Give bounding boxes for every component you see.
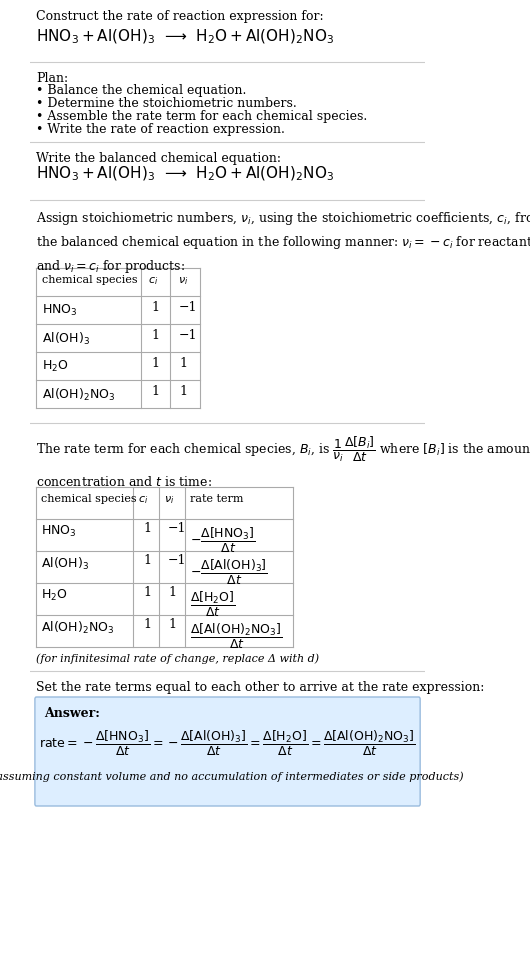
Text: −1: −1 bbox=[168, 522, 187, 535]
Text: −1: −1 bbox=[168, 554, 187, 567]
Text: −1: −1 bbox=[179, 329, 198, 342]
Text: −1: −1 bbox=[179, 301, 198, 314]
Text: (assuming constant volume and no accumulation of intermediates or side products): (assuming constant volume and no accumul… bbox=[0, 771, 463, 782]
Text: 1: 1 bbox=[152, 385, 160, 398]
Text: Assign stoichiometric numbers, $\nu_i$, using the stoichiometric coefficients, $: Assign stoichiometric numbers, $\nu_i$, … bbox=[37, 210, 530, 275]
Text: $\nu_i$: $\nu_i$ bbox=[178, 275, 188, 287]
Text: 1: 1 bbox=[168, 586, 176, 599]
Text: $\nu_i$: $\nu_i$ bbox=[164, 494, 174, 506]
Text: $\mathrm{Al(OH)_2NO_3}$: $\mathrm{Al(OH)_2NO_3}$ bbox=[41, 620, 114, 636]
Text: $\mathrm{rate} = -\dfrac{\Delta[\mathrm{HNO_3}]}{\Delta t} = -\dfrac{\Delta[\mat: $\mathrm{rate} = -\dfrac{\Delta[\mathrm{… bbox=[39, 729, 416, 758]
Text: Answer:: Answer: bbox=[44, 707, 100, 720]
Text: chemical species: chemical species bbox=[42, 275, 138, 285]
Text: $\mathrm{H_2O}$: $\mathrm{H_2O}$ bbox=[41, 588, 67, 603]
Text: 1: 1 bbox=[179, 357, 187, 370]
Text: $\mathrm{HNO_3}$: $\mathrm{HNO_3}$ bbox=[41, 524, 76, 539]
Text: 1: 1 bbox=[168, 618, 176, 631]
Text: 1: 1 bbox=[144, 586, 152, 599]
Text: • Assemble the rate term for each chemical species.: • Assemble the rate term for each chemic… bbox=[37, 110, 368, 123]
Text: 1: 1 bbox=[144, 554, 152, 567]
Text: • Balance the chemical equation.: • Balance the chemical equation. bbox=[37, 84, 247, 97]
Text: Set the rate terms equal to each other to arrive at the rate expression:: Set the rate terms equal to each other t… bbox=[37, 681, 485, 694]
FancyBboxPatch shape bbox=[35, 697, 420, 806]
Text: 1: 1 bbox=[144, 522, 152, 535]
Text: 1: 1 bbox=[152, 301, 160, 314]
Text: $\dfrac{\Delta[\mathrm{Al(OH)_2NO_3}]}{\Delta t}$: $\dfrac{\Delta[\mathrm{Al(OH)_2NO_3}]}{\… bbox=[190, 622, 282, 651]
Text: rate term: rate term bbox=[190, 494, 243, 504]
Text: 1: 1 bbox=[144, 618, 152, 631]
Text: $\dfrac{\Delta[\mathrm{H_2O}]}{\Delta t}$: $\dfrac{\Delta[\mathrm{H_2O}]}{\Delta t}… bbox=[190, 590, 235, 619]
Text: $-\dfrac{\Delta[\mathrm{HNO_3}]}{\Delta t}$: $-\dfrac{\Delta[\mathrm{HNO_3}]}{\Delta … bbox=[190, 526, 255, 555]
Text: Construct the rate of reaction expression for:: Construct the rate of reaction expressio… bbox=[37, 10, 324, 23]
Text: $-\dfrac{\Delta[\mathrm{Al(OH)_3}]}{\Delta t}$: $-\dfrac{\Delta[\mathrm{Al(OH)_3}]}{\Del… bbox=[190, 558, 268, 587]
Text: $c_i$: $c_i$ bbox=[138, 494, 148, 506]
Text: 1: 1 bbox=[179, 385, 187, 398]
Text: The rate term for each chemical species, $B_i$, is $\dfrac{1}{\nu_i}\dfrac{\Delt: The rate term for each chemical species,… bbox=[37, 435, 530, 489]
Text: (for infinitesimal rate of change, replace Δ with d): (for infinitesimal rate of change, repla… bbox=[37, 653, 320, 663]
Text: $\mathrm{HNO_3}$: $\mathrm{HNO_3}$ bbox=[42, 303, 78, 318]
Text: $\mathrm{Al(OH)_3}$: $\mathrm{Al(OH)_3}$ bbox=[41, 556, 89, 572]
Text: 1: 1 bbox=[152, 357, 160, 370]
Text: 1: 1 bbox=[152, 329, 160, 342]
Text: $\mathrm{H_2O}$: $\mathrm{H_2O}$ bbox=[42, 359, 69, 374]
Text: $c_i$: $c_i$ bbox=[148, 275, 158, 287]
Text: $\mathrm{HNO_3 + Al(OH)_3}$  ⟶  $\mathrm{H_2O + Al(OH)_2NO_3}$: $\mathrm{HNO_3 + Al(OH)_3}$ ⟶ $\mathrm{H… bbox=[37, 165, 334, 183]
Text: $\mathrm{HNO_3 + Al(OH)_3}$  ⟶  $\mathrm{H_2O + Al(OH)_2NO_3}$: $\mathrm{HNO_3 + Al(OH)_3}$ ⟶ $\mathrm{H… bbox=[37, 28, 334, 46]
Text: $\mathrm{Al(OH)_2NO_3}$: $\mathrm{Al(OH)_2NO_3}$ bbox=[42, 387, 116, 403]
Text: Write the balanced chemical equation:: Write the balanced chemical equation: bbox=[37, 152, 281, 165]
Text: Plan:: Plan: bbox=[37, 72, 68, 85]
Text: • Write the rate of reaction expression.: • Write the rate of reaction expression. bbox=[37, 123, 285, 136]
Text: $\mathrm{Al(OH)_3}$: $\mathrm{Al(OH)_3}$ bbox=[42, 331, 90, 347]
Text: • Determine the stoichiometric numbers.: • Determine the stoichiometric numbers. bbox=[37, 97, 297, 110]
Text: chemical species: chemical species bbox=[41, 494, 136, 504]
